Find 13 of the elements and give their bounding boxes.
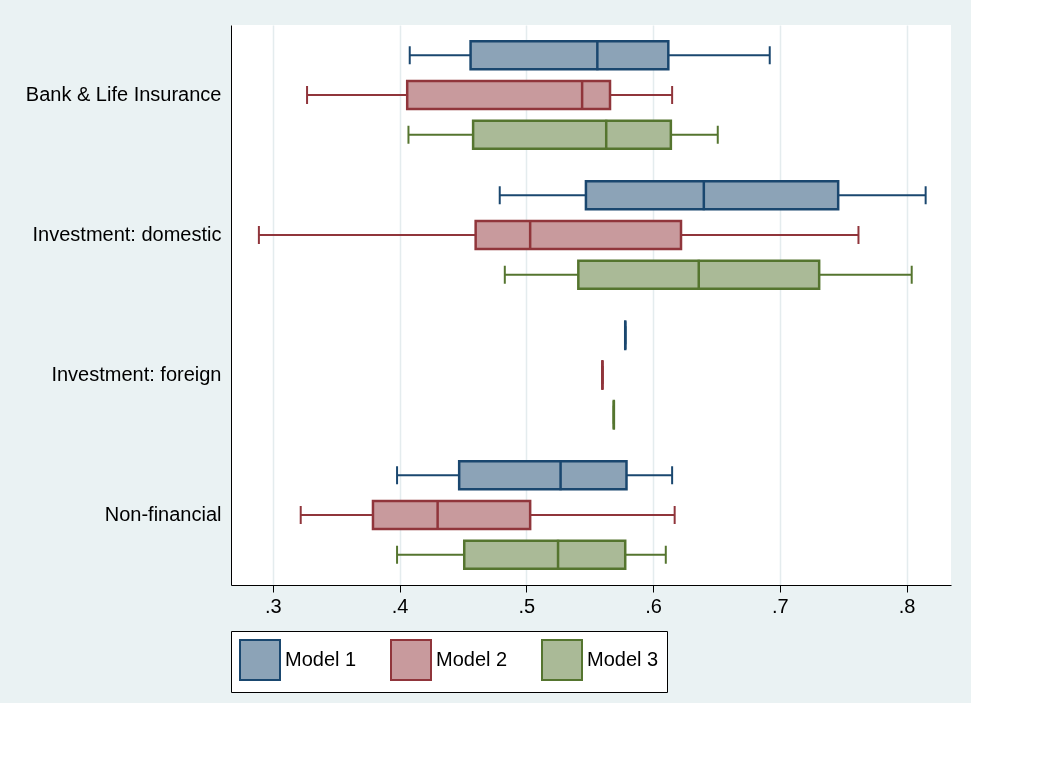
x-tick-label: .3 [264,594,282,617]
legend-label: Model 1 [285,648,357,670]
y-tick-label: Bank & Life Insurance [25,83,222,105]
y-tick-label: Non-financial [104,503,222,525]
legend-label: Model 3 [587,648,659,670]
x-tick-label: .8 [898,594,916,617]
y-tick-label: Investment: foreign [51,363,222,385]
x-tick-label: .5 [518,594,536,617]
legend-label: Model 2 [436,648,508,670]
y-tick-label: Investment: domestic [32,223,222,245]
x-tick-label: .6 [645,594,662,617]
x-tick-label: .7 [772,594,789,617]
x-tick-label: .4 [391,594,409,617]
